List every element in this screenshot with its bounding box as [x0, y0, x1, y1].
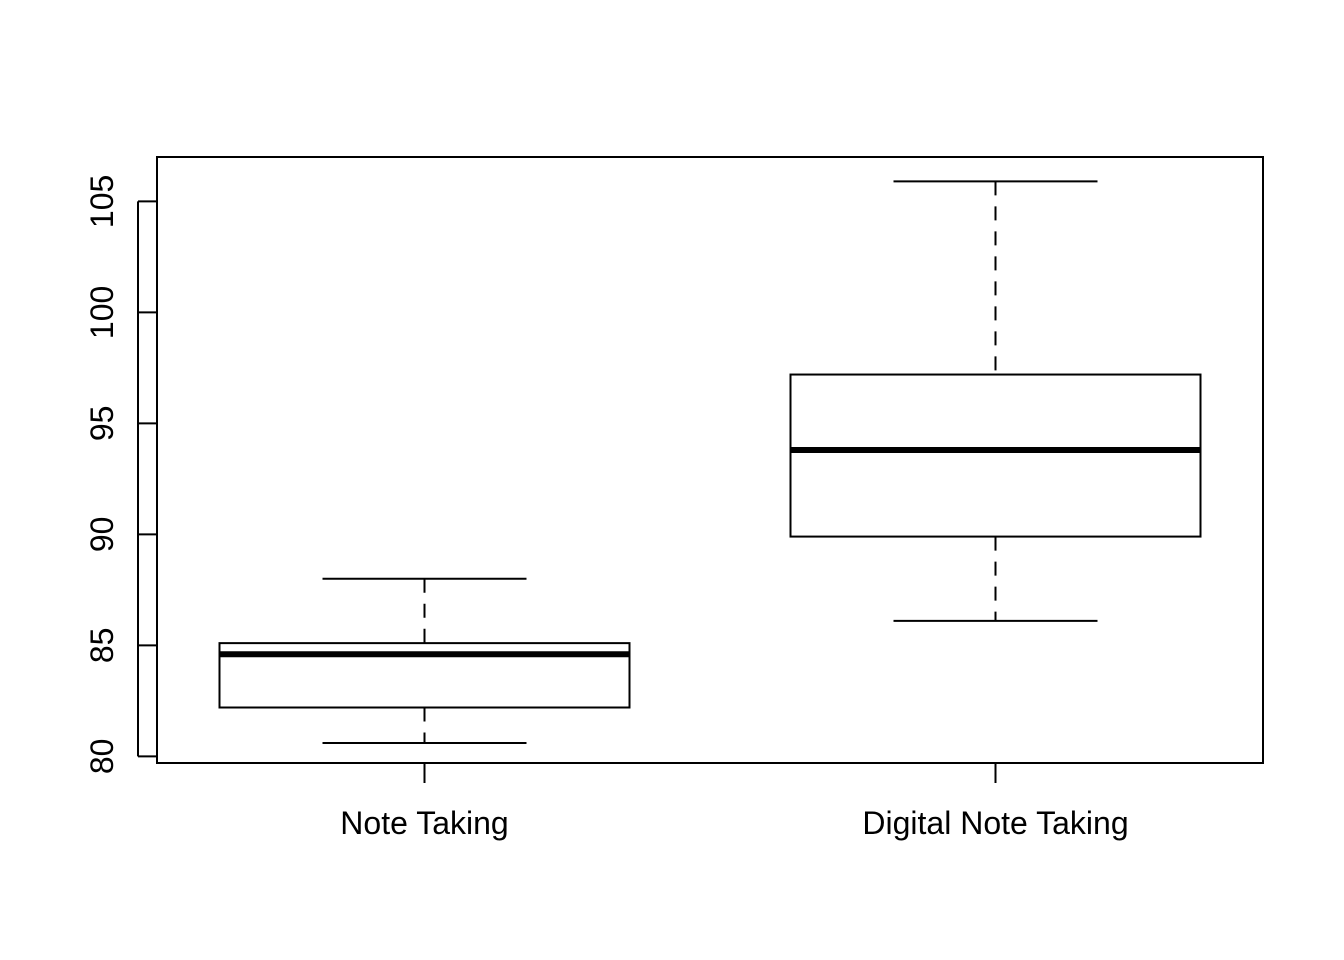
- x-tick-label: Digital Note Taking: [862, 805, 1128, 841]
- y-tick-label: 100: [84, 286, 120, 339]
- plot-frame: [156, 156, 1264, 764]
- box-group: [789, 180, 1202, 622]
- y-tick-label: 80: [84, 739, 120, 775]
- boxes: [218, 180, 1202, 745]
- y-tick-label: 105: [84, 175, 120, 228]
- y-tick-label: 85: [84, 628, 120, 664]
- box-group: [218, 577, 631, 745]
- y-tick-label: 90: [84, 517, 120, 553]
- x-axis: Note Taking Digital Note Taking: [340, 763, 1129, 841]
- y-tick-label: 95: [84, 406, 120, 442]
- y-axis: 80 85 90 95 100 105: [84, 175, 156, 774]
- iqr-box: [789, 373, 1202, 538]
- x-tick-label: Note Taking: [340, 805, 508, 841]
